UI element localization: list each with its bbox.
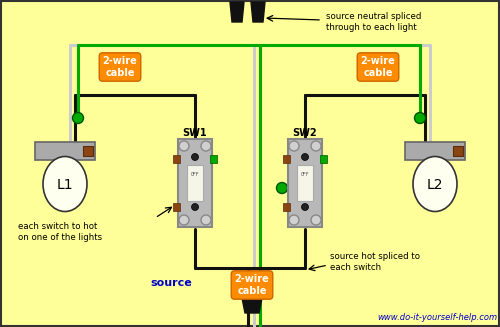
Circle shape xyxy=(276,182,287,194)
Circle shape xyxy=(302,203,308,211)
Bar xyxy=(35,142,95,160)
Polygon shape xyxy=(251,2,265,22)
Text: SW2: SW2 xyxy=(292,128,318,138)
Text: source: source xyxy=(150,278,192,288)
Bar xyxy=(178,139,212,227)
Circle shape xyxy=(179,215,189,225)
Text: 2-wire
cable: 2-wire cable xyxy=(234,274,270,296)
Circle shape xyxy=(201,215,211,225)
Bar xyxy=(210,155,217,163)
Bar xyxy=(283,155,290,163)
Circle shape xyxy=(302,153,308,161)
Bar xyxy=(173,155,180,163)
Circle shape xyxy=(311,141,321,151)
Circle shape xyxy=(289,141,299,151)
Text: SW1: SW1 xyxy=(182,128,208,138)
Polygon shape xyxy=(242,298,262,313)
Circle shape xyxy=(414,112,426,124)
Bar xyxy=(83,146,93,156)
Text: source hot spliced to
each switch: source hot spliced to each switch xyxy=(330,252,420,272)
Bar xyxy=(173,203,180,211)
Bar xyxy=(288,139,322,227)
Ellipse shape xyxy=(43,157,87,212)
Text: L2: L2 xyxy=(427,178,444,192)
Text: L1: L1 xyxy=(56,178,74,192)
Circle shape xyxy=(201,141,211,151)
Text: www.do-it-yourself-help.com: www.do-it-yourself-help.com xyxy=(377,313,497,322)
Bar xyxy=(297,165,313,201)
Circle shape xyxy=(72,112,84,124)
Text: OFF: OFF xyxy=(190,173,200,178)
Text: 2-wire
cable: 2-wire cable xyxy=(102,56,138,78)
Bar xyxy=(453,146,463,156)
Bar xyxy=(405,142,465,160)
Circle shape xyxy=(311,215,321,225)
Circle shape xyxy=(192,203,198,211)
Ellipse shape xyxy=(413,157,457,212)
Bar xyxy=(283,203,290,211)
Text: source neutral spliced
through to each light: source neutral spliced through to each l… xyxy=(326,12,422,32)
Text: each switch to hot
on one of the lights: each switch to hot on one of the lights xyxy=(18,222,102,242)
Circle shape xyxy=(192,153,198,161)
Bar xyxy=(320,155,327,163)
Text: OFF: OFF xyxy=(300,173,310,178)
Circle shape xyxy=(179,141,189,151)
Text: 2-wire
cable: 2-wire cable xyxy=(360,56,396,78)
Circle shape xyxy=(289,215,299,225)
Polygon shape xyxy=(230,2,244,22)
Bar xyxy=(187,165,203,201)
